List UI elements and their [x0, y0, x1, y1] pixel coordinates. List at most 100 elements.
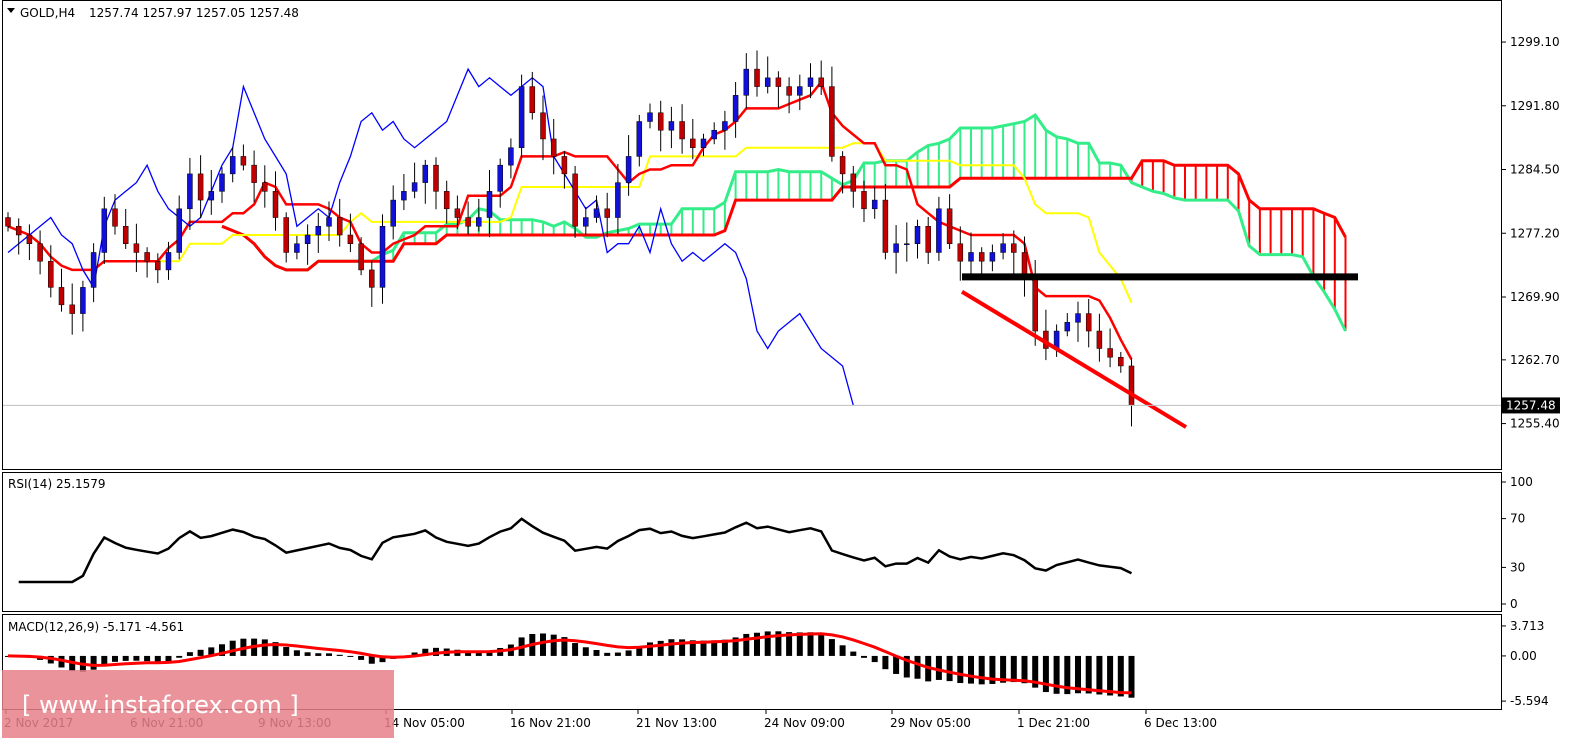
candle-body — [390, 199, 396, 227]
macd-hist-bar — [1064, 655, 1071, 695]
x-axis-label: 24 Nov 09:00 — [764, 716, 845, 730]
trend-line — [960, 290, 1188, 429]
price-y-label: 1277.20 — [1510, 226, 1560, 240]
candle-body — [443, 191, 450, 210]
candle-body — [764, 77, 771, 87]
candle-body — [936, 208, 942, 253]
collapse-triangle-icon[interactable] — [7, 8, 15, 13]
candle-body — [839, 156, 846, 175]
macd-hist-bar — [1021, 655, 1028, 684]
candle-body — [1064, 322, 1071, 332]
macd-hist-bar — [636, 646, 643, 656]
candle-body — [497, 164, 503, 192]
candle-body — [1085, 313, 1092, 332]
candle-body — [946, 208, 953, 244]
candle-body — [122, 226, 129, 244]
candle-body — [240, 156, 247, 166]
macd-hist-bar — [978, 655, 985, 685]
candle-body — [968, 252, 974, 262]
candle-body — [454, 208, 461, 218]
candle-body — [989, 252, 996, 262]
macd-hist-bar — [165, 655, 172, 662]
macd-hist-bar — [903, 655, 910, 678]
candle-body — [593, 208, 600, 218]
macd-hist-bar — [261, 639, 268, 656]
macd-y-label: 0.00 — [1510, 649, 1537, 663]
macd-hist-bar — [540, 633, 546, 656]
x-axis-label: 21 Nov 13:00 — [636, 716, 717, 730]
macd-hist-bar — [422, 648, 429, 656]
macd-hist-bar — [796, 632, 803, 656]
rsi-y-label: 100 — [1510, 475, 1533, 489]
candle-body — [518, 86, 525, 148]
candle-body — [871, 199, 878, 210]
candle-body — [411, 182, 418, 192]
drawn-overlays — [960, 273, 1358, 429]
candle-body — [711, 129, 717, 140]
candle-body — [133, 243, 140, 253]
candle-body — [90, 252, 97, 288]
rsi-panel-frame — [2, 472, 1502, 612]
macd-hist-bar — [968, 655, 974, 684]
chikou-line — [7, 67, 854, 406]
macd-hist-bar — [1117, 655, 1124, 697]
macd-hist-bar — [475, 652, 482, 656]
candle-body — [1128, 365, 1135, 406]
macd-hist-bar — [893, 655, 900, 674]
senkou-b-line — [221, 159, 1347, 272]
macd-hist-bar — [1042, 655, 1049, 693]
x-axis-label: 1 Dec 21:00 — [1017, 716, 1090, 730]
candle-body — [80, 287, 86, 314]
candle-body — [37, 243, 43, 262]
candle-body — [187, 173, 193, 210]
candle-body — [1118, 356, 1124, 367]
candle-body — [422, 164, 429, 183]
candle-body — [219, 173, 225, 192]
candle-body — [818, 77, 824, 87]
macd-hist-bar — [807, 632, 814, 656]
macd-hist-bar — [604, 652, 611, 656]
candle-body — [914, 226, 921, 244]
macd-hist-bar — [347, 655, 354, 657]
macd-hist-bar — [1096, 655, 1103, 695]
macd-hist-bar — [411, 652, 418, 656]
x-axis-label: 16 Nov 21:00 — [510, 716, 591, 730]
candle-body — [743, 68, 750, 96]
macd-hist-bar — [818, 633, 825, 656]
candle-body — [850, 173, 857, 192]
candle-body — [882, 199, 889, 253]
macd-hist-bar — [839, 645, 846, 656]
candle-body — [679, 121, 685, 140]
candle-body — [433, 164, 439, 192]
macd-hist-bar — [721, 639, 728, 656]
candle-body — [540, 112, 546, 140]
price-y-label: 1291.80 — [1510, 99, 1560, 113]
candle-body — [529, 86, 536, 114]
rsi-y-label: 0 — [1510, 597, 1518, 611]
macd-hist-bar — [914, 655, 921, 679]
macd-hist-bar — [144, 655, 151, 662]
candle-body — [978, 252, 985, 262]
candle-body — [165, 252, 172, 271]
candle-body — [1000, 243, 1006, 253]
candle-body — [326, 217, 332, 227]
macd-hist-bar — [101, 655, 108, 665]
candle-body — [775, 77, 782, 87]
candle-body — [690, 138, 696, 148]
macd-hist-bar — [754, 632, 760, 656]
macd-hist-bar — [1085, 655, 1092, 694]
candle-body — [197, 173, 204, 201]
candle-body — [957, 243, 964, 262]
candle-body — [904, 243, 910, 245]
candle-body — [925, 226, 931, 253]
candle-body — [583, 217, 589, 227]
macd-hist-bar — [1075, 655, 1081, 694]
macd-hist-bar — [229, 640, 236, 656]
macd-y-label: 3.713 — [1510, 619, 1544, 633]
candle-body — [144, 252, 150, 262]
macd-hist-bar — [358, 655, 365, 660]
macd-hist-bar — [1107, 655, 1114, 696]
candle-body — [732, 95, 739, 122]
ichimoku-lines — [7, 67, 1347, 406]
price-y-label: 1269.90 — [1510, 290, 1560, 304]
